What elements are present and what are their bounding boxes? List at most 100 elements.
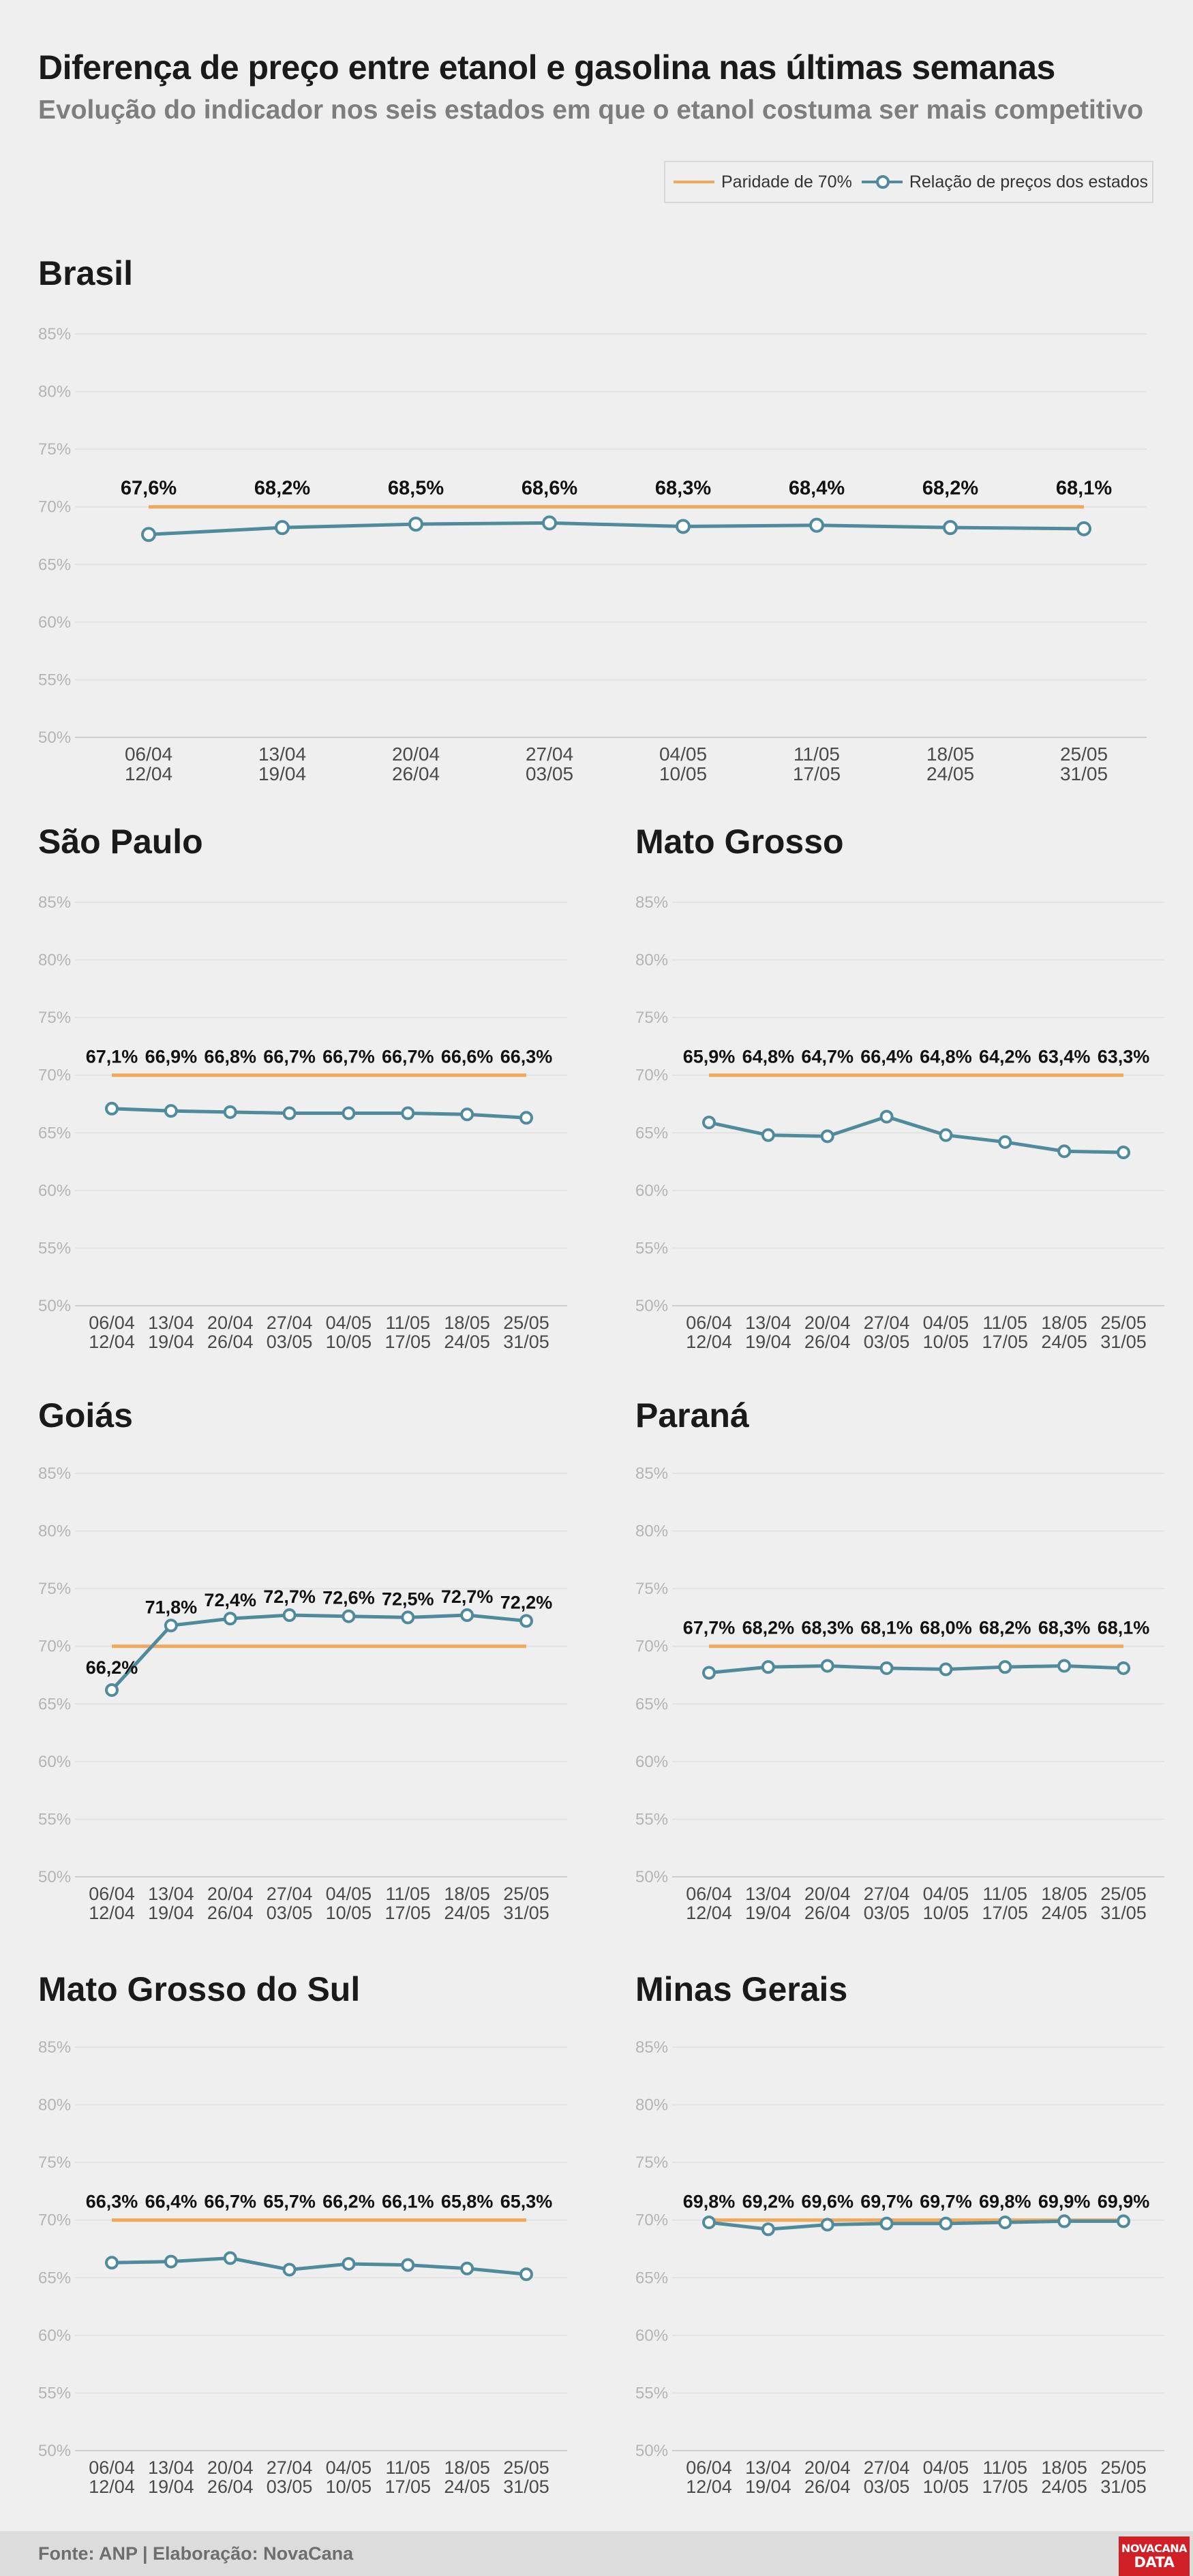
data-point [998,1135,1012,1149]
chart-title: Paraná [635,1396,749,1435]
x-tick-label: 04/05 10/05 [326,1884,372,1923]
data-label: 69,2% [742,2192,795,2212]
data-point [141,527,156,542]
y-tick-label: 65% [635,1695,668,1713]
y-tick-label: 80% [38,2096,71,2115]
data-point [1057,1659,1072,1673]
data-point [460,1608,474,1623]
data-label: 69,7% [860,2192,913,2212]
data-label: 72,7% [441,1586,494,1607]
data-point [223,1612,237,1626]
data-point [998,2215,1012,2230]
data-point [761,1128,775,1142]
data-label: 72,5% [382,1589,434,1609]
data-label: 66,1% [382,2192,434,2212]
data-label: 64,8% [742,1047,795,1067]
x-tick-label: 20/04 26/04 [804,1313,851,1352]
series-line [110,1613,527,1691]
series-line [148,521,1085,536]
y-tick-label: 55% [635,1810,668,1828]
x-tick-label: 25/05 31/05 [1100,1884,1147,1923]
data-point [879,1109,894,1124]
data-label: 72,6% [322,1588,375,1608]
data-point [1076,521,1091,536]
y-tick-label: 85% [635,893,668,912]
x-tick-label: 11/05 17/05 [982,1313,1028,1352]
data-point [879,2216,894,2230]
x-tick-label: 13/04 19/04 [745,1313,791,1352]
data-point [223,1105,237,1119]
data-label: 67,7% [683,1618,736,1638]
y-tick-label: 75% [38,440,71,459]
x-tick-label: 04/05 10/05 [923,1313,969,1352]
chart-title: Mato Grosso do Sul [38,1970,361,2008]
data-point [519,1614,533,1628]
y-tick-label: 50% [38,1868,71,1886]
x-tick-label: 18/05 24/05 [1041,1313,1087,1352]
data-point [282,1106,297,1120]
data-label: 66,6% [441,1047,494,1067]
data-label: 69,8% [683,2192,736,2212]
y-tick-label: 85% [38,893,71,912]
data-label: 69,8% [979,2192,1031,2212]
data-label: 66,7% [204,2192,256,2212]
line-chart: 50% 55% 60% 65% 70% 75% 80% 85% 06/04 12/04 13/04 1… [38,2038,567,2497]
x-tick-label: 20/04 26/04 [207,1884,254,1923]
x-tick-label: 11/05 17/05 [384,2457,431,2497]
data-point [820,1659,834,1673]
x-tick-label: 27/04 03/05 [864,2457,910,2497]
data-label: 66,9% [145,1047,198,1067]
data-point [401,1610,415,1625]
y-tick-label: 75% [635,1580,668,1598]
y-tick-label: 80% [38,383,71,401]
data-point [282,1608,297,1623]
x-tick-label: 06/04 12/04 [89,1313,135,1352]
y-tick-label: 75% [38,1580,71,1598]
legend-swatch-series [861,175,903,189]
line-chart: 50% 55% 60% 65% 70% 75% 80% 85% 06/04 12/04 13/04 1… [38,1465,567,1923]
y-tick-label: 60% [635,1182,668,1200]
data-point [408,517,423,532]
chart-title: Minas Gerais [635,1970,848,2008]
y-tick-label: 70% [635,1067,668,1085]
x-tick-label: 06/04 12/04 [686,2457,732,2497]
y-tick-label: 70% [38,2211,71,2230]
y-tick-label: 80% [635,1522,668,1541]
data-label: 63,4% [1038,1047,1091,1067]
data-point [519,1111,533,1125]
data-label: 66,2% [322,2192,375,2212]
data-label: 66,7% [382,1047,434,1067]
data-label: 68,1% [1056,478,1112,500]
x-tick-label: 20/04 26/04 [207,2457,254,2497]
x-tick-label: 06/04 12/04 [89,2457,135,2497]
x-tick-label: 20/04 26/04 [392,743,440,784]
x-tick-label: 11/05 17/05 [982,1884,1028,1923]
page-subtitle: Evolução do indicador nos seis estados e… [38,95,1144,125]
x-tick-label: 18/05 24/05 [926,743,974,784]
data-point [519,2267,533,2282]
data-point [1057,1144,1072,1159]
data-point [761,1660,775,1674]
y-tick-label: 55% [38,1239,71,1257]
data-label: 68,2% [979,1618,1031,1638]
data-point [702,1116,716,1130]
data-point [164,2254,178,2269]
legend-label-series: Relação de preços dos estados [909,172,1149,191]
data-point [939,2216,953,2230]
data-label: 71,8% [145,1597,198,1617]
y-tick-label: 70% [38,1638,71,1656]
y-tick-label: 75% [635,2153,668,2172]
data-point [761,2222,775,2237]
x-tick-label: 06/04 12/04 [686,1884,732,1923]
data-label: 66,4% [860,1047,913,1067]
data-label: 69,7% [920,2192,972,2212]
data-point [542,515,557,531]
y-tick-label: 85% [38,325,71,343]
data-label: 69,6% [801,2192,854,2212]
legend-item-series: Relação de preços dos estados [861,172,1149,192]
y-tick-label: 75% [635,1009,668,1027]
y-tick-label: 70% [38,498,71,517]
y-tick-label: 85% [635,2038,668,2057]
x-tick-label: 13/04 19/04 [745,2457,791,2497]
x-tick-label: 11/05 17/05 [793,743,841,784]
